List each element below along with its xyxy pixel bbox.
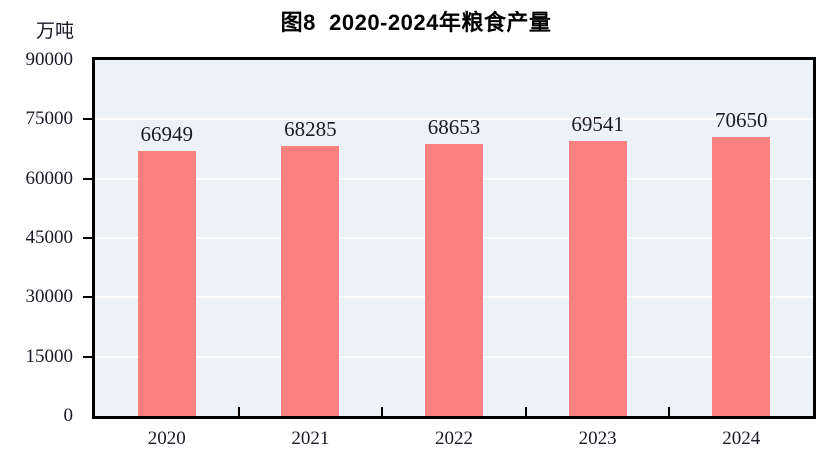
y-tick-label: 15000 [25,345,74,367]
y-tick-label: 0 [63,405,74,426]
chart-title: 图8 2020-2024年粮食产量 [280,10,552,35]
y-axis-tick [83,296,92,299]
bar-2024 [712,136,771,416]
y-axis-unit-label: 万吨 [35,21,74,42]
x-tick-label: 2023 [578,428,617,449]
y-axis-tick [83,177,92,180]
x-axis-tick [668,407,671,416]
y-axis-tick [83,237,92,239]
bar-2023 [568,140,627,416]
x-axis-tick [524,407,527,416]
bar-value-label: 66949 [140,122,194,147]
y-tick-label: 90000 [25,49,74,70]
bar-2022 [425,144,483,416]
bar-value-label: 68285 [284,116,337,141]
bar-value-label: 68653 [427,115,481,140]
y-tick-label: 75000 [25,108,74,130]
x-tick-label: 2022 [435,428,473,449]
x-tick-label: 2021 [291,428,330,449]
y-tick-label: 45000 [25,227,74,248]
bar-value-label: 69541 [571,111,624,136]
plot-area: 66949 68285 68653 69541 70650 [92,57,816,419]
bar-2020 [137,151,196,416]
x-tick-label: 2020 [147,428,186,449]
x-tick-label: 2024 [722,428,761,449]
x-axis-tick [381,407,384,416]
gridline [95,118,813,121]
y-axis-tick [83,355,92,358]
bar-2021 [281,145,340,416]
bar-value-label: 70650 [714,107,768,132]
y-axis-tick [83,118,92,121]
y-tick-label: 30000 [25,286,74,308]
x-axis-tick [237,407,240,416]
y-tick-label: 60000 [25,167,74,189]
